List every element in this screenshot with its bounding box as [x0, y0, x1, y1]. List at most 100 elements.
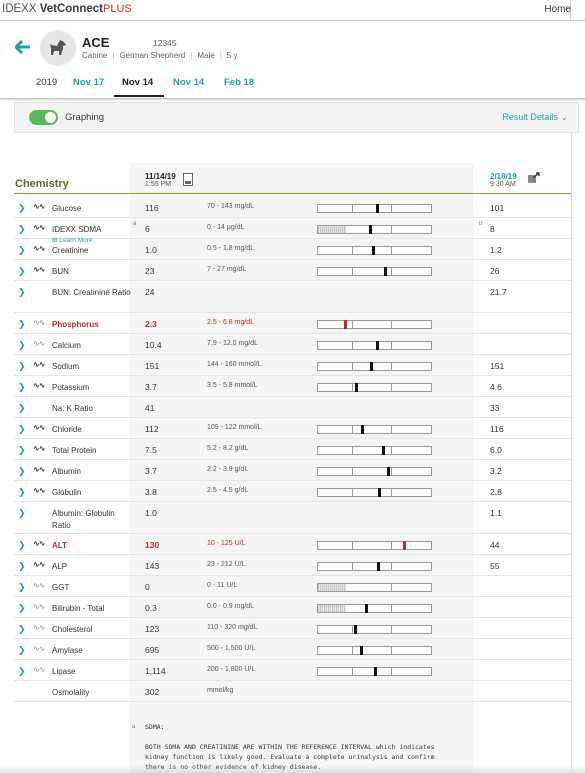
reference-range: 110 - 320 mg/dL [207, 624, 258, 631]
trend-graph-icon[interactable]: ∿∿ [33, 486, 45, 495]
expand-chevron-icon[interactable]: ❯ [18, 603, 26, 613]
analyte-name: Creatinine [52, 246, 89, 255]
trend-graph-icon[interactable]: ∿∿ [33, 465, 45, 474]
tab-nov-14[interactable]: Nov 14 [173, 77, 205, 88]
result-row[interactable]: ❯ Albumin: Globulin Ratio 1.0 1.1 [14, 502, 571, 534]
expand-chevron-icon[interactable]: ❯ [18, 340, 26, 350]
home-link[interactable]: Home [544, 4, 571, 15]
expand-chevron-icon[interactable]: ❯ [18, 287, 26, 297]
back-arrow-icon[interactable] [15, 40, 31, 54]
print-icon[interactable] [183, 173, 193, 186]
expand-chevron-icon[interactable]: ❯ [18, 624, 26, 634]
expand-chevron-icon[interactable]: ❯ [18, 361, 26, 371]
analyte-name: Potassium [52, 383, 90, 392]
result-row[interactable]: ❯ ∿∿ Creatinine 1.0 0.5 - 1.8 mg/dL 1.2 [14, 239, 571, 260]
expand-chevron-icon[interactable]: ❯ [18, 487, 26, 497]
trend-graph-icon[interactable]: ∿∿ [33, 444, 45, 453]
analyte-name: Glucose [52, 204, 82, 213]
trend-graph-icon[interactable]: ∿∿ [33, 381, 45, 390]
trend-graph-icon[interactable]: ∿∿ [33, 539, 45, 548]
expand-chevron-icon[interactable]: ❯ [18, 266, 26, 276]
result-row[interactable]: ❯ ∿∿ BUN 23 7 - 27 mg/dL 26 [14, 260, 571, 281]
graphing-toggle[interactable] [29, 110, 58, 125]
trend-graph-icon[interactable]: ∿∿ [33, 665, 45, 674]
result-range-gauge [317, 320, 432, 329]
result-row[interactable]: ❯ ∿∿ Potassium 3.7 3.5 - 5.8 mmol/L 4.6 [14, 376, 571, 397]
tab-nov-14-active[interactable]: Nov 14 [122, 77, 154, 88]
result-row[interactable]: ❯ ∿∿ Globulin 3.8 2.5 - 4.5 g/dL 2.8 [14, 481, 571, 502]
result-row[interactable]: ❯ ∿∿ Total Protein 7.5 5.2 - 8.2 g/dL 6.0 [14, 439, 571, 460]
result-marker [343, 320, 347, 329]
result-value: 116 [145, 203, 159, 213]
gauge-low-limit [351, 384, 353, 391]
expand-chevron-icon[interactable]: ❯ [18, 561, 26, 571]
result-value: 151 [145, 361, 160, 371]
graphing-bar: Graphing Result Details ⌄ [14, 102, 579, 133]
result-row[interactable]: ❯ ∿∿ Glucose 116 70 - 143 mg/dL 101 [14, 197, 571, 218]
patient-age: 5 y [226, 51, 238, 60]
expand-chevron-icon[interactable]: ❯ [18, 466, 26, 476]
reference-range: 109 - 122 mmol/L [207, 424, 262, 431]
result-row[interactable]: ❯ ∿∿ Chloride 112 109 - 122 mmol/L 116 [14, 418, 571, 439]
expand-chevron-icon[interactable]: ❯ [18, 540, 26, 550]
result-details-link[interactable]: Result Details ⌄ [502, 112, 568, 123]
expand-chevron-icon[interactable]: ❯ [18, 508, 26, 518]
result-row[interactable]: Osmolality 302 mmol/kg [14, 681, 571, 702]
export-icon[interactable] [527, 172, 541, 184]
expand-chevron-icon[interactable]: ❯ [18, 445, 26, 455]
trend-graph-icon[interactable]: ∿∿ [33, 560, 45, 569]
trend-graph-icon[interactable]: ∿∿ [33, 423, 45, 432]
trend-graph-icon[interactable]: ∿∿ [33, 202, 45, 211]
trend-graph-icon[interactable]: ∿∿ [33, 318, 45, 327]
tab-nov-17[interactable]: Nov 17 [73, 77, 105, 88]
result-row[interactable]: ❯ ∿∿ IDEXX SDMA ⊞ Learn More a b 6 0 - 14 µg/dL… [14, 218, 571, 244]
result-row[interactable]: ❯ ∿∿ Amylase 695 500 - 1,500 U/L [14, 639, 571, 660]
result-row[interactable]: ❯ ∿∿ Calcium 10.4 7.9 - 12.0 mg/dL [14, 334, 571, 355]
trend-graph-icon[interactable]: ∿∿ [33, 244, 45, 253]
trend-graph-icon[interactable]: ∿∿ [33, 265, 45, 274]
gauge-high-limit [391, 342, 393, 349]
expand-chevron-icon[interactable]: ❯ [18, 424, 26, 434]
result-row[interactable]: ❯ ∿∿ Phosphorus 2.3 2.5 - 6.8 mg/dL [14, 313, 571, 334]
vetconnect-plus-logo[interactable]: IDEXX VetConnectPLUS [2, 3, 132, 15]
trend-graph-icon[interactable]: ∿∿ [33, 360, 45, 369]
trend-graph-icon[interactable]: ∿∿ [33, 623, 45, 632]
result-value: 3.7 [145, 382, 157, 392]
result-row[interactable]: ❯ Na: K Ratio 41 33 [14, 397, 571, 418]
expand-chevron-icon[interactable]: ❯ [18, 319, 26, 329]
result-row[interactable]: ❯ ∿∿ Lipase 1,114 200 - 1,800 U/L [14, 660, 571, 681]
result-row[interactable]: ❯ ∿∿ ALP 143 23 - 212 U/L 55 [14, 555, 571, 576]
gauge-high-limit [391, 363, 393, 370]
trend-graph-icon[interactable]: ∿∿ [33, 602, 45, 611]
trend-graph-icon[interactable]: ∿∿ [33, 581, 45, 590]
result-row[interactable]: ❯ ∿∿ Sodium 151 144 - 160 mmol/L 151 [14, 355, 571, 376]
trend-graph-icon[interactable]: ∿∿ [33, 339, 45, 348]
expand-chevron-icon[interactable]: ❯ [18, 582, 26, 592]
result-value: 7.5 [145, 445, 157, 455]
tab-feb-18[interactable]: Feb 18 [224, 77, 255, 88]
trend-graph-icon[interactable]: ∿∿ [33, 644, 45, 653]
expand-chevron-icon[interactable]: ❯ [18, 382, 26, 392]
expand-chevron-icon[interactable]: ❯ [18, 224, 26, 234]
result-row[interactable]: ❯ ∿∿ Cholesterol 123 110 - 320 mg/dL [14, 618, 571, 639]
result-range-gauge [317, 562, 432, 571]
result-row[interactable]: ❯ ∿∿ Albumin 3.7 2.2 - 3.9 g/dL 3.2 [14, 460, 571, 481]
result-marker [360, 425, 364, 434]
result-row[interactable]: ❯ BUN: Creatinine Ratio 24 21.7 [14, 281, 571, 313]
trend-graph-icon[interactable]: ∿∿ [33, 223, 45, 232]
expand-chevron-icon[interactable]: ❯ [18, 645, 26, 655]
gauge-low-limit [351, 321, 353, 328]
bottom-fade [0, 765, 585, 773]
result-row[interactable]: ❯ ∿∿ ALT 130 10 - 125 U/L 44 [14, 534, 571, 555]
reference-range: 0 - 14 µg/dL [207, 224, 245, 231]
result-row[interactable]: ❯ ∿∿ Bilirubin - Total 0.3 0.0 - 0.9 mg/dL [14, 597, 571, 618]
previous-result-date[interactable]: 2/18/19 [490, 172, 517, 181]
expand-chevron-icon[interactable]: ❯ [18, 203, 26, 213]
expand-chevron-icon[interactable]: ❯ [18, 666, 26, 676]
expand-chevron-icon[interactable]: ❯ [18, 403, 26, 413]
expand-chevron-icon[interactable]: ❯ [18, 245, 26, 255]
result-row[interactable]: ❯ ∿∿ GGT 0 0 - 11 U/L [14, 576, 571, 597]
result-range-gauge [317, 625, 432, 634]
learn-more-link[interactable]: ⊞ Learn More [52, 237, 93, 244]
analyte-name: Calcium [52, 341, 81, 350]
